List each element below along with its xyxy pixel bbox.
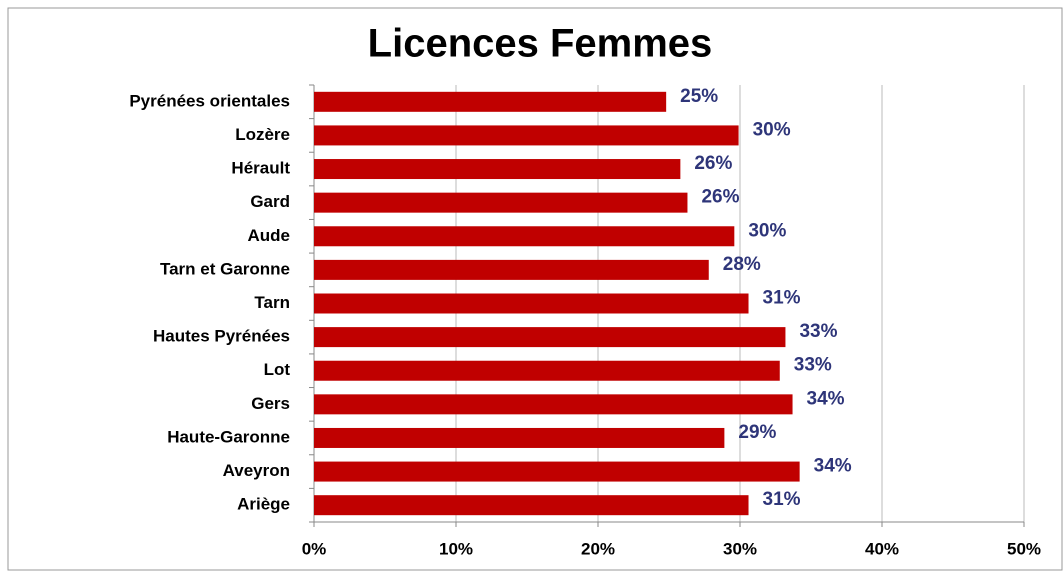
bar [314, 125, 739, 146]
bar [314, 427, 725, 448]
y-tick-label: Ariège [237, 495, 290, 514]
y-tick-label: Aude [248, 226, 291, 245]
value-label: 31% [763, 288, 801, 309]
bar [314, 159, 681, 180]
x-tick-label: 10% [439, 539, 473, 558]
bar [314, 495, 749, 516]
value-label: 34% [814, 456, 852, 477]
bar [314, 192, 688, 213]
value-label: 30% [748, 220, 786, 241]
x-tick-label: 20% [581, 539, 615, 558]
y-tick-label: Pyrénées orientales [129, 91, 290, 110]
value-label: 26% [694, 153, 732, 174]
value-label: 33% [799, 321, 837, 342]
x-tick-label: 40% [865, 539, 899, 558]
y-tick-label: Haute-Garonne [167, 427, 290, 446]
y-tick-label: Hautes Pyrénées [153, 327, 290, 346]
value-label: 31% [763, 489, 801, 510]
chart-frame [7, 7, 1063, 571]
x-tick-label: 0% [302, 539, 327, 558]
value-label: 25% [680, 86, 718, 107]
bar [314, 293, 749, 314]
y-tick-label: Tarn et Garonne [160, 259, 290, 278]
y-tick-label: Gard [250, 192, 290, 211]
y-tick-label: Tarn [254, 293, 290, 312]
x-tick-label: 30% [723, 539, 757, 558]
value-label: 34% [807, 388, 845, 409]
y-tick-label: Lozère [235, 125, 290, 144]
x-tick-label: 50% [1007, 539, 1041, 558]
bar [314, 91, 667, 112]
bar [314, 226, 735, 247]
y-tick-label: Lot [264, 360, 291, 379]
chart-title: Licences Femmes [368, 22, 713, 66]
bar [314, 327, 786, 348]
y-tick-label: Hérault [231, 159, 290, 178]
bar [314, 360, 780, 381]
value-label: 28% [723, 254, 761, 275]
y-tick-label: Gers [251, 394, 290, 413]
value-label: 29% [738, 422, 776, 443]
bar [314, 259, 709, 280]
bar [314, 461, 800, 482]
value-label: 30% [753, 119, 791, 140]
value-label: 26% [701, 187, 739, 208]
y-tick-label: Aveyron [223, 461, 290, 480]
bar [314, 394, 793, 415]
value-label: 33% [794, 355, 832, 376]
